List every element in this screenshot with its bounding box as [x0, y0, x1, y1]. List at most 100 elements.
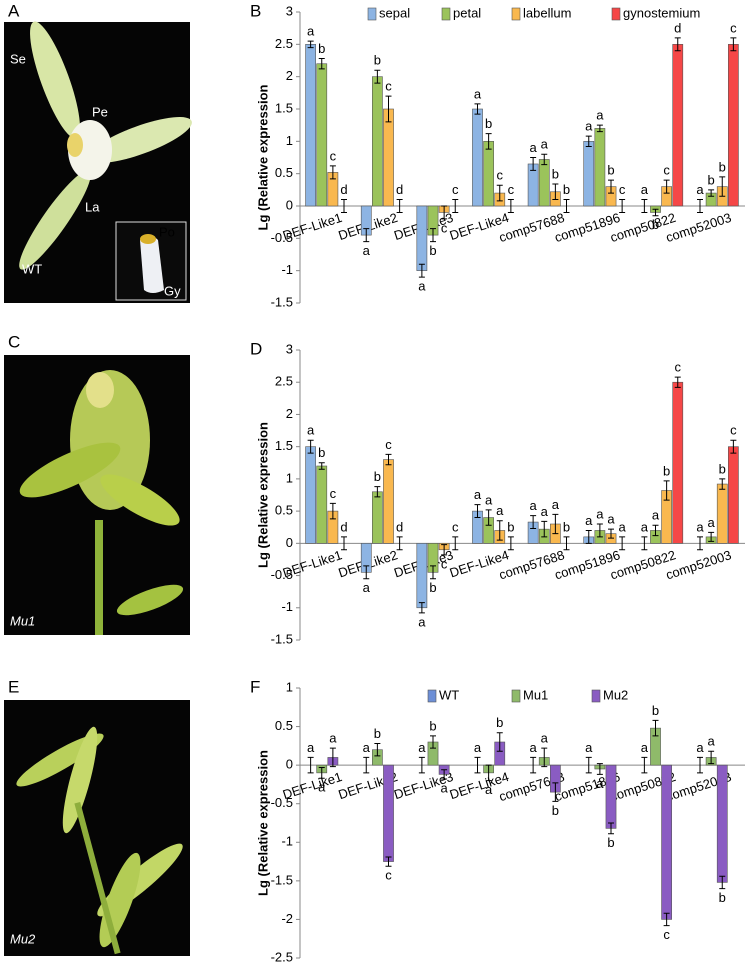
error-bar [363, 565, 370, 580]
legend-label: Mu1 [523, 687, 548, 702]
bar [383, 108, 394, 207]
significance-label: c [452, 519, 459, 534]
error-bar [552, 782, 559, 802]
error-bar [396, 199, 403, 213]
significance-label: c [330, 486, 337, 501]
error-bar [507, 536, 514, 551]
y-tick-label: 1.5 [275, 100, 293, 115]
error-bar [596, 763, 603, 775]
significance-label: a [596, 776, 604, 791]
error-bar [307, 439, 314, 454]
error-bar [585, 135, 592, 148]
significance-label: a [441, 780, 449, 795]
error-bar [318, 58, 325, 70]
error-bar [318, 766, 325, 779]
error-bar [374, 69, 381, 84]
error-bar [719, 875, 726, 890]
significance-label: b [429, 243, 436, 258]
bar [538, 159, 550, 207]
significance-label: d [340, 182, 347, 197]
significance-label: d [396, 182, 403, 197]
error-bar [307, 40, 314, 49]
photo-label: Gy [164, 283, 181, 298]
error-bar [730, 439, 737, 454]
y-tick-label: 3 [286, 3, 293, 18]
significance-label: a [474, 86, 482, 101]
significance-label: a [318, 780, 326, 795]
error-bar [708, 750, 715, 765]
y-axis-title: Lg (Relative expression [255, 422, 270, 568]
significance-label: b [429, 580, 436, 595]
legend-swatch [427, 689, 437, 703]
photo-e [4, 700, 190, 956]
error-bar [329, 165, 336, 180]
error-bar [474, 504, 481, 519]
error-bar [341, 199, 347, 213]
y-tick-label: -2.5 [271, 949, 293, 964]
bar [316, 465, 328, 544]
bar [728, 44, 739, 207]
error-bar [530, 157, 537, 171]
error-bar [652, 719, 659, 737]
bar [416, 205, 428, 271]
significance-label: a [307, 24, 315, 39]
significance-label: c [441, 220, 448, 235]
bar [372, 491, 383, 544]
significance-label: b [318, 445, 325, 460]
bar [716, 483, 728, 544]
significance-label: a [363, 580, 371, 595]
significance-label: d [674, 20, 681, 35]
error-bar [329, 747, 336, 768]
x-tick-label: DEF-Like1 [281, 210, 344, 243]
error-bar [608, 179, 614, 194]
significance-label: c [441, 556, 448, 571]
error-bar [563, 199, 570, 213]
error-bar [708, 189, 715, 197]
error-bar [674, 376, 681, 388]
error-bar [385, 856, 392, 867]
significance-label: d [340, 519, 347, 534]
significance-label: b [374, 53, 381, 68]
significance-label: b [663, 463, 670, 478]
bar [716, 764, 728, 883]
significance-label: b [496, 715, 503, 730]
significance-label: d [396, 519, 403, 534]
significance-label: c [508, 182, 515, 197]
bar [483, 141, 494, 207]
error-bar [385, 95, 392, 123]
significance-label: b [374, 726, 381, 741]
significance-label: b [552, 166, 559, 181]
error-bar [697, 199, 703, 213]
x-tick-label: DEF-Like1 [281, 547, 344, 580]
significance-label: c [452, 182, 459, 197]
y-tick-label: 0.5 [275, 503, 293, 518]
error-bar [418, 263, 425, 278]
bar [672, 44, 684, 207]
photo-label: Mu1 [10, 613, 35, 628]
error-bar [485, 509, 492, 526]
significance-label: a [474, 740, 482, 755]
photo-label: Po [159, 224, 175, 239]
y-tick-label: -2 [281, 911, 293, 926]
error-bar [418, 602, 425, 614]
error-bar [663, 179, 670, 194]
error-bar [474, 756, 481, 774]
bar [383, 459, 394, 544]
y-tick-label: 2 [286, 406, 293, 421]
error-bar [329, 502, 336, 520]
photo-label: WT [22, 261, 42, 276]
significance-label: b [607, 835, 614, 850]
significance-label: c [730, 20, 737, 35]
error-bar [430, 565, 436, 580]
bar [372, 76, 383, 207]
error-bar [719, 478, 726, 490]
error-bar [641, 199, 648, 213]
bar [728, 446, 739, 544]
photo-label: Pe [92, 104, 108, 119]
significance-label: b [719, 890, 726, 905]
error-bar [452, 536, 459, 551]
significance-label: c [730, 423, 737, 438]
error-bar [608, 822, 614, 835]
legend-swatch [611, 7, 621, 21]
significance-label: a [485, 492, 493, 507]
